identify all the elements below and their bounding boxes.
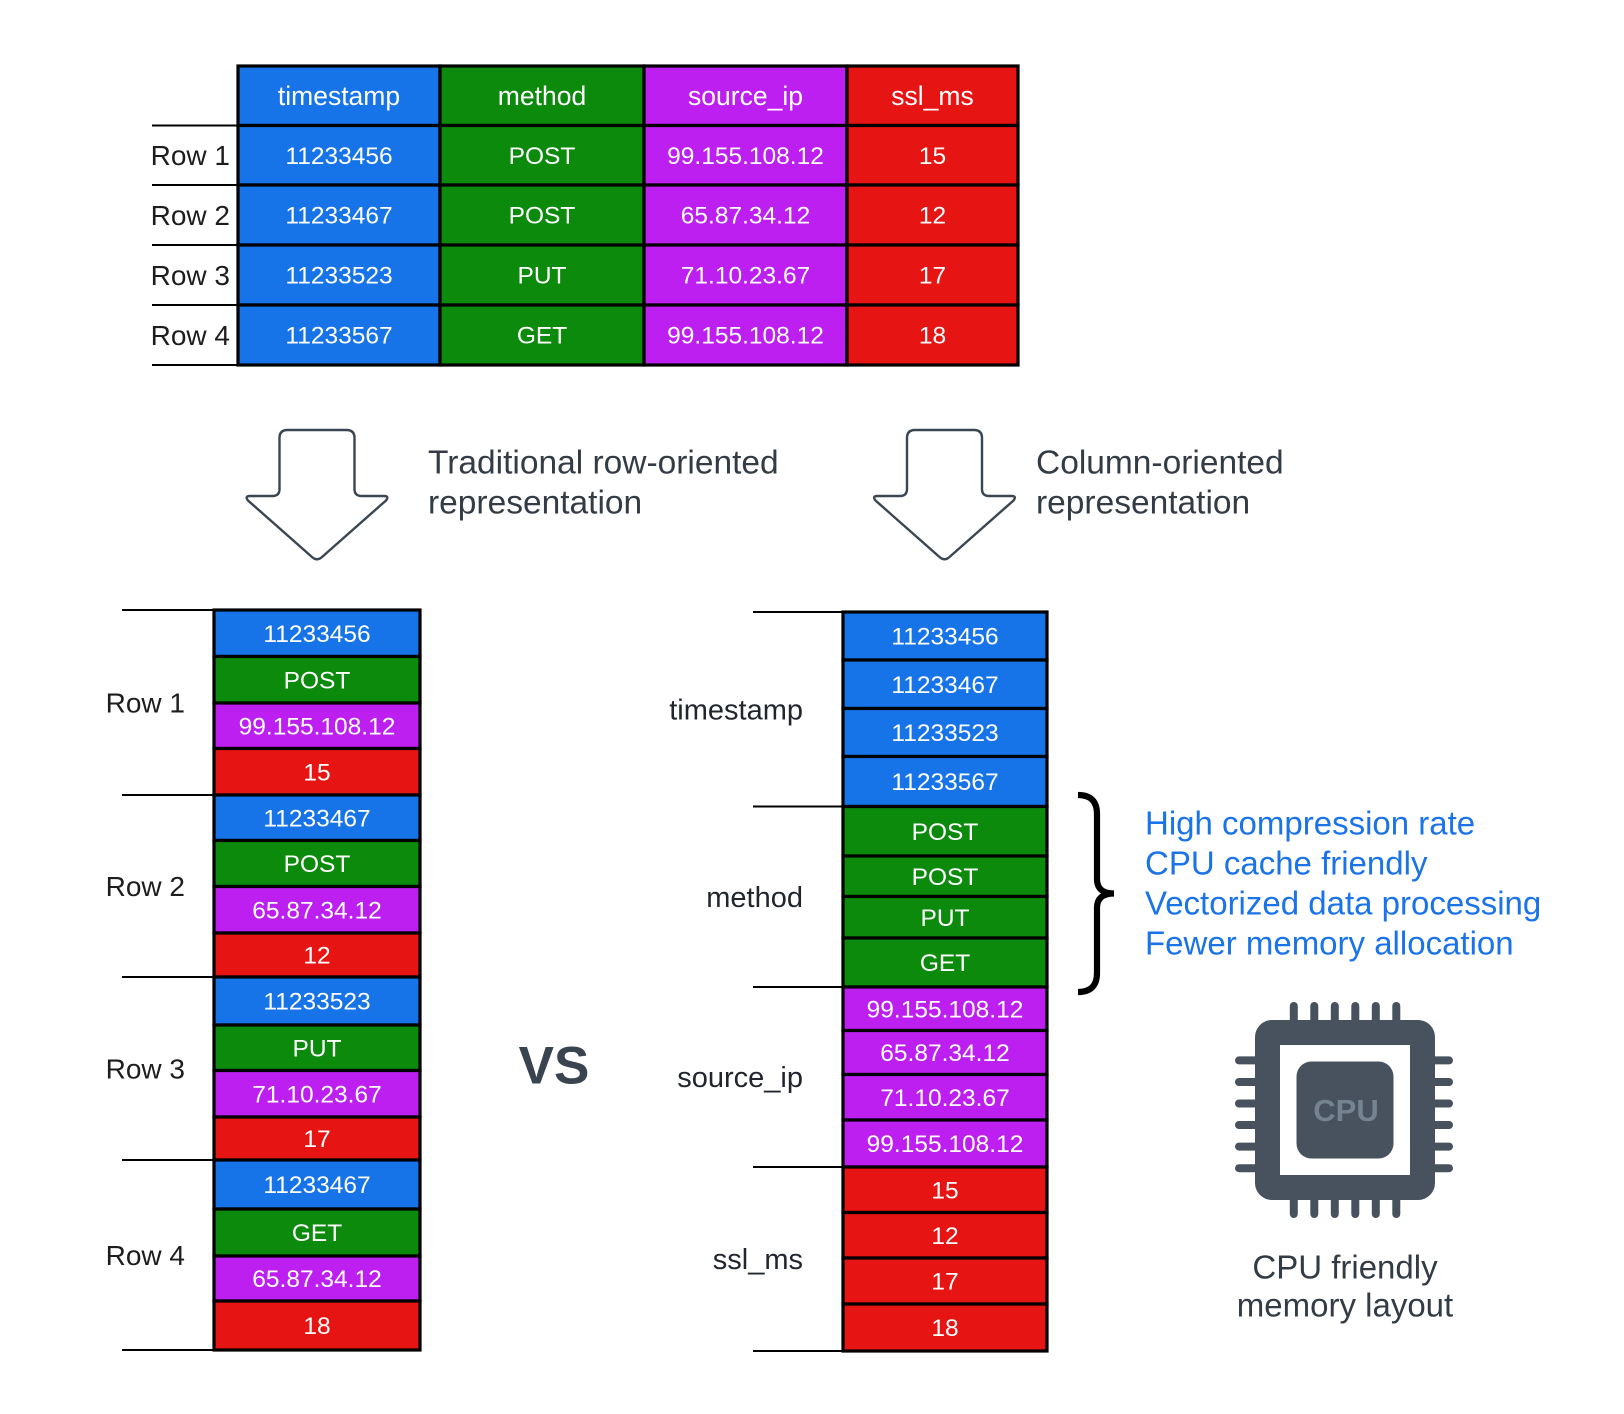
svg-text:Row 3: Row 3 <box>151 260 230 291</box>
svg-text:memory layout: memory layout <box>1237 1287 1453 1324</box>
svg-text:99.155.108.12: 99.155.108.12 <box>867 996 1024 1023</box>
svg-text:CPU: CPU <box>1313 1093 1378 1128</box>
svg-text:Row 1: Row 1 <box>106 687 185 718</box>
svg-text:99.155.108.12: 99.155.108.12 <box>667 323 824 350</box>
svg-text:GET: GET <box>920 950 970 977</box>
svg-text:POST: POST <box>509 143 576 170</box>
svg-text:GET: GET <box>517 323 567 350</box>
svg-text:18: 18 <box>303 1313 330 1340</box>
svg-text:99.155.108.12: 99.155.108.12 <box>667 143 824 170</box>
svg-text:18: 18 <box>919 323 946 350</box>
svg-text:source_ip: source_ip <box>677 1062 803 1094</box>
svg-text:65.87.34.12: 65.87.34.12 <box>880 1040 1009 1067</box>
svg-text:11233467: 11233467 <box>263 1172 370 1199</box>
svg-text:POST: POST <box>912 819 979 846</box>
svg-text:CPU friendly: CPU friendly <box>1252 1249 1438 1286</box>
svg-text:Fewer memory allocation: Fewer memory allocation <box>1145 925 1514 962</box>
svg-text:15: 15 <box>931 1177 958 1204</box>
svg-text:representation: representation <box>428 485 642 522</box>
svg-text:17: 17 <box>303 1126 330 1153</box>
svg-text:PUT: PUT <box>293 1035 342 1062</box>
svg-text:representation: representation <box>1036 485 1250 522</box>
svg-text:99.155.108.12: 99.155.108.12 <box>867 1131 1024 1158</box>
svg-text:PUT: PUT <box>921 905 970 932</box>
svg-text:Row 1: Row 1 <box>151 140 230 171</box>
svg-text:CPU cache friendly: CPU cache friendly <box>1145 845 1428 882</box>
svg-text:71.10.23.67: 71.10.23.67 <box>252 1081 381 1108</box>
svg-text:POST: POST <box>284 667 351 694</box>
svg-text:11233567: 11233567 <box>891 769 998 796</box>
svg-text:15: 15 <box>303 759 330 786</box>
svg-text:12: 12 <box>303 943 330 970</box>
svg-text:11233456: 11233456 <box>891 624 998 651</box>
svg-text:Vectorized data processing: Vectorized data processing <box>1145 885 1541 922</box>
svg-text:11233523: 11233523 <box>263 989 370 1016</box>
svg-text:Traditional row-oriented: Traditional row-oriented <box>428 445 779 482</box>
svg-text:timestamp: timestamp <box>669 694 803 726</box>
svg-text:11233467: 11233467 <box>891 672 998 699</box>
svg-text:11233467: 11233467 <box>285 203 392 230</box>
svg-text:timestamp: timestamp <box>278 81 400 111</box>
svg-text:65.87.34.12: 65.87.34.12 <box>681 203 810 230</box>
svg-text:ssl_ms: ssl_ms <box>891 81 973 111</box>
svg-text:High compression rate: High compression rate <box>1145 805 1475 842</box>
svg-text:Row 2: Row 2 <box>151 200 230 231</box>
svg-text:VS: VS <box>519 1037 590 1096</box>
svg-text:99.155.108.12: 99.155.108.12 <box>239 713 396 740</box>
svg-text:source_ip: source_ip <box>688 81 803 111</box>
svg-text:17: 17 <box>919 263 946 290</box>
svg-text:ssl_ms: ssl_ms <box>713 1244 803 1276</box>
svg-text:11233456: 11233456 <box>285 143 392 170</box>
svg-text:65.87.34.12: 65.87.34.12 <box>252 897 381 924</box>
svg-text:11233523: 11233523 <box>891 720 998 747</box>
svg-text:GET: GET <box>292 1220 342 1247</box>
svg-text:11233567: 11233567 <box>285 323 392 350</box>
svg-text:PUT: PUT <box>518 263 567 290</box>
svg-text:Row 4: Row 4 <box>151 320 230 351</box>
svg-text:POST: POST <box>509 203 576 230</box>
svg-text:method: method <box>498 81 586 111</box>
svg-text:71.10.23.67: 71.10.23.67 <box>681 263 810 290</box>
svg-text:18: 18 <box>931 1315 958 1342</box>
svg-text:65.87.34.12: 65.87.34.12 <box>252 1266 381 1293</box>
svg-text:Row 2: Row 2 <box>106 871 185 902</box>
svg-text:71.10.23.67: 71.10.23.67 <box>880 1085 1009 1112</box>
svg-text:Column-oriented: Column-oriented <box>1036 445 1284 482</box>
svg-text:Row 4: Row 4 <box>106 1240 185 1271</box>
svg-text:POST: POST <box>912 864 979 891</box>
svg-text:12: 12 <box>919 203 946 230</box>
svg-text:15: 15 <box>919 143 946 170</box>
svg-text:11233523: 11233523 <box>285 263 392 290</box>
svg-text:12: 12 <box>931 1223 958 1250</box>
svg-text:method: method <box>706 882 803 914</box>
svg-text:11233467: 11233467 <box>263 805 370 832</box>
svg-text:POST: POST <box>284 851 351 878</box>
svg-text:17: 17 <box>931 1269 958 1296</box>
svg-text:Row 3: Row 3 <box>106 1053 185 1084</box>
svg-text:11233456: 11233456 <box>263 621 370 648</box>
